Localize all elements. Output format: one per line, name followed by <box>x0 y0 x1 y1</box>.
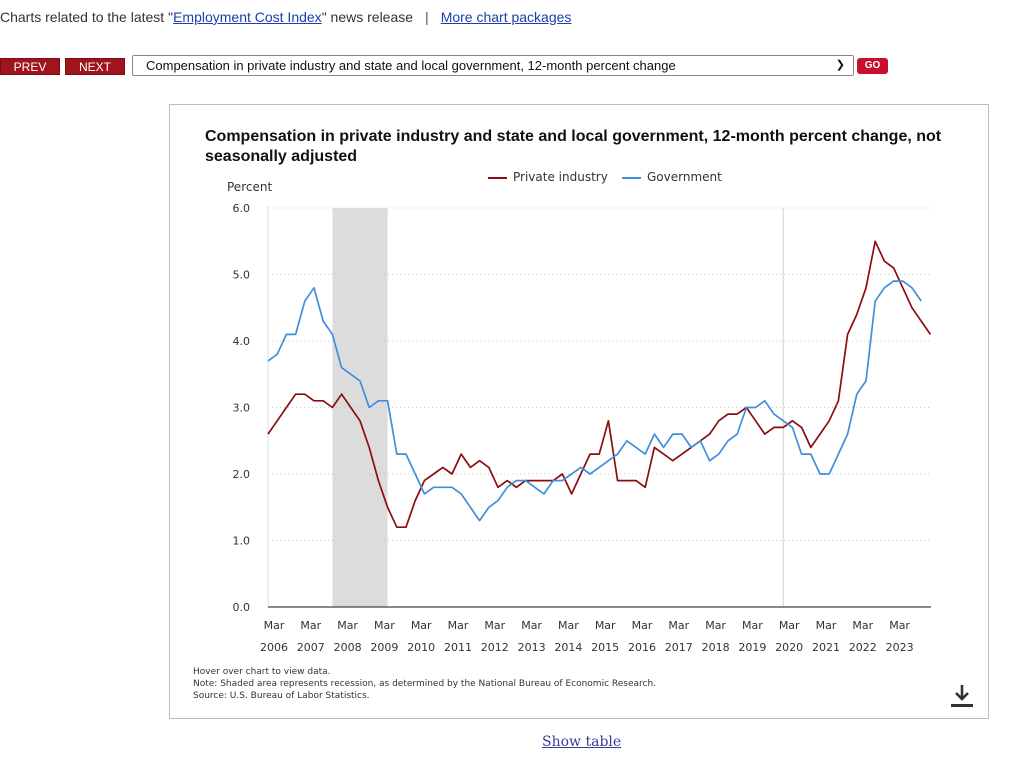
y-tick-label: 6.0 <box>233 202 251 215</box>
x-tick-month: Mar <box>816 619 837 632</box>
x-tick-year: 2021 <box>812 641 840 654</box>
x-tick-month: Mar <box>705 619 726 632</box>
x-tick-year: 2015 <box>591 641 619 654</box>
y-tick-label: 5.0 <box>233 269 251 282</box>
y-tick-label: 1.0 <box>233 535 251 548</box>
x-tick-year: 2008 <box>334 641 362 654</box>
header-separator: | <box>425 9 429 25</box>
x-tick-year: 2009 <box>370 641 398 654</box>
series-line-private <box>267 240 932 529</box>
chart-select[interactable]: Compensation in private industry and sta… <box>132 55 854 76</box>
x-tick-year: 2017 <box>665 641 693 654</box>
legend-government[interactable]: Government <box>622 170 722 184</box>
x-tick-month: Mar <box>889 619 910 632</box>
chevron-down-icon: ❯ <box>835 59 845 71</box>
x-tick-year: 2019 <box>738 641 766 654</box>
x-tick-month: Mar <box>337 619 358 632</box>
x-tick-year: 2012 <box>481 641 509 654</box>
more-chart-packages-link[interactable]: More chart packages <box>440 9 572 25</box>
x-tick-month: Mar <box>300 619 321 632</box>
next-button[interactable]: NEXT <box>65 58 125 75</box>
prev-button[interactable]: PREV <box>0 58 60 75</box>
y-axis-label: Percent <box>227 180 273 194</box>
x-tick-month: Mar <box>595 619 616 632</box>
hover-note: Hover over chart to view data. <box>193 667 331 677</box>
y-tick-label: 0.0 <box>233 601 251 614</box>
legend-private-label: Private industry <box>513 170 608 184</box>
x-tick-year: 2013 <box>518 641 546 654</box>
x-tick-month: Mar <box>521 619 542 632</box>
show-table-link[interactable]: Show table <box>542 734 622 750</box>
series-line-government <box>267 280 922 522</box>
source-note: Source: U.S. Bureau of Labor Statistics. <box>193 691 370 701</box>
go-button[interactable]: GO <box>857 58 888 74</box>
related-charts-line: Charts related to the latest "Employment… <box>0 9 571 25</box>
y-tick-label: 4.0 <box>233 335 251 348</box>
y-tick-label: 3.0 <box>233 402 251 415</box>
chart-notes: Hover over chart to view data. Note: Sha… <box>193 666 656 702</box>
legend-private[interactable]: Private industry <box>488 170 608 184</box>
x-tick-month: Mar <box>779 619 800 632</box>
legend-government-label: Government <box>647 170 722 184</box>
x-tick-year: 2023 <box>886 641 914 654</box>
x-tick-year: 2006 <box>260 641 288 654</box>
x-tick-month: Mar <box>632 619 653 632</box>
x-tick-month: Mar <box>484 619 505 632</box>
x-tick-month: Mar <box>448 619 469 632</box>
download-icon[interactable] <box>950 683 974 709</box>
x-tick-month: Mar <box>374 619 395 632</box>
chart-select-value: Compensation in private industry and sta… <box>146 58 676 73</box>
legend-government-swatch <box>622 176 641 179</box>
eci-release-link[interactable]: Employment Cost Index <box>173 9 322 25</box>
x-tick-month: Mar <box>668 619 689 632</box>
x-tick-month: Mar <box>852 619 873 632</box>
header-prefix: Charts related to the latest " <box>0 9 174 25</box>
recession-band <box>332 208 388 607</box>
y-tick-label: 2.0 <box>233 468 251 481</box>
x-tick-year: 2020 <box>775 641 803 654</box>
x-tick-month: Mar <box>264 619 285 632</box>
x-tick-month: Mar <box>411 619 432 632</box>
x-tick-month: Mar <box>558 619 579 632</box>
chart-title: Compensation in private industry and sta… <box>205 128 942 165</box>
recession-note: Note: Shaded area represents recession, … <box>193 679 657 689</box>
x-tick-year: 2018 <box>702 641 730 654</box>
header-suffix: " news release <box>321 9 414 25</box>
chart-plot[interactable]: 0.0 1.0 2.0 3.0 4.0 5.0 6.0 Mar 2006 Mar 2007 Mar 20… <box>170 105 988 718</box>
chart-navigation: PREV NEXT Compensation in private indust… <box>0 55 900 76</box>
x-tick-month: Mar <box>742 619 763 632</box>
chart-panel: 0.0 1.0 2.0 3.0 4.0 5.0 6.0 Mar 2006 Mar 2007 Mar 20… <box>169 104 989 719</box>
x-tick-year: 2010 <box>407 641 435 654</box>
x-tick-year: 2007 <box>297 641 325 654</box>
x-tick-year: 2016 <box>628 641 656 654</box>
x-tick-year: 2014 <box>554 641 582 654</box>
x-tick-year: 2011 <box>444 641 472 654</box>
x-tick-year: 2022 <box>849 641 877 654</box>
legend-private-swatch <box>488 176 507 179</box>
